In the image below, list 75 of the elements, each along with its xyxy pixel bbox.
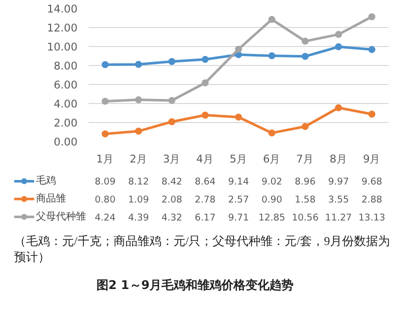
point <box>102 61 109 68</box>
y-tick-label: 2.00 <box>54 116 78 130</box>
y-tick-label: 8.00 <box>54 60 78 72</box>
point <box>168 58 176 66</box>
point <box>168 118 176 126</box>
point <box>202 56 209 63</box>
data-label: 9.71 <box>228 212 249 224</box>
point <box>268 16 276 23</box>
data-label: 2.57 <box>228 194 249 206</box>
point <box>335 30 342 38</box>
point <box>202 112 209 119</box>
data-label: 8.09 <box>94 176 116 188</box>
x-tick-label: 9月 <box>362 152 381 166</box>
legend-label: 商品雏 <box>36 192 66 204</box>
point <box>268 52 276 60</box>
data-label: 4.24 <box>94 212 116 224</box>
text: 图2 1～9月毛鸡和雏鸡价格变化趋势 <box>96 277 294 294</box>
point <box>335 43 342 50</box>
x-tick-label: 8月 <box>330 152 348 166</box>
point <box>368 110 376 118</box>
legend-label: 毛鸡 <box>36 174 56 187</box>
point <box>102 130 109 138</box>
x-tick-label: 3月 <box>162 152 181 166</box>
x-tick-label: 2月 <box>130 152 148 166</box>
data-label: 1.58 <box>294 194 316 206</box>
y-tick-label: 12.00 <box>46 22 78 34</box>
data-label: 9.97 <box>328 176 349 188</box>
y-tick-label: 10.00 <box>46 40 78 54</box>
x-tick-label: 1月 <box>96 152 114 166</box>
data-label: 6.17 <box>194 212 216 224</box>
data-label: 8.96 <box>294 176 316 188</box>
data-label: 8.64 <box>194 176 216 188</box>
x-tick-label: 5月 <box>230 152 248 166</box>
data-label: 8.12 <box>128 176 149 188</box>
data-label: 9.68 <box>361 176 382 188</box>
point <box>302 38 309 45</box>
data-label: 2.78 <box>194 194 216 206</box>
data-label: 2.88 <box>361 194 382 206</box>
data-label: 10.56 <box>292 212 319 224</box>
point <box>268 129 276 136</box>
data-label: 4.32 <box>161 212 182 224</box>
x-tick-label: 6月 <box>262 152 281 166</box>
data-label: 0.80 <box>94 194 116 206</box>
data-label: 0.90 <box>261 194 282 206</box>
data-label: 3.55 <box>328 194 349 206</box>
text: （毛鸡：元/千克；商品雏鸡：元/只；父母代种雏：元/套，9月份数据为预计） <box>14 234 392 266</box>
point <box>302 52 309 60</box>
point <box>202 79 209 86</box>
point <box>235 114 242 121</box>
point <box>135 128 142 135</box>
point <box>368 13 376 20</box>
point <box>302 122 309 130</box>
point <box>135 60 142 68</box>
data-label: 9.14 <box>228 176 249 188</box>
data-label: 13.13 <box>358 212 386 224</box>
point <box>368 46 376 54</box>
data-label: 1.09 <box>128 194 149 206</box>
point <box>135 96 142 104</box>
y-tick-label: 14.00 <box>46 2 78 16</box>
data-label: 9.02 <box>261 176 282 188</box>
x-tick-label: 4月 <box>196 152 214 166</box>
point <box>102 98 109 105</box>
x-tick-label: 7月 <box>296 152 314 166</box>
point <box>335 104 342 112</box>
legend-label: 父母代种雏 <box>36 210 86 222</box>
y-tick-label: 4.00 <box>54 98 78 110</box>
point <box>168 96 176 104</box>
data-label: 12.85 <box>258 212 286 224</box>
data-label: 2.08 <box>161 194 182 206</box>
y-tick-label: 6.00 <box>54 78 78 92</box>
y-tick-label: 0.00 <box>54 136 78 148</box>
point <box>235 46 242 53</box>
data-label: 4.39 <box>128 212 149 224</box>
data-label: 8.42 <box>161 176 182 188</box>
data-label: 11.27 <box>325 212 352 224</box>
